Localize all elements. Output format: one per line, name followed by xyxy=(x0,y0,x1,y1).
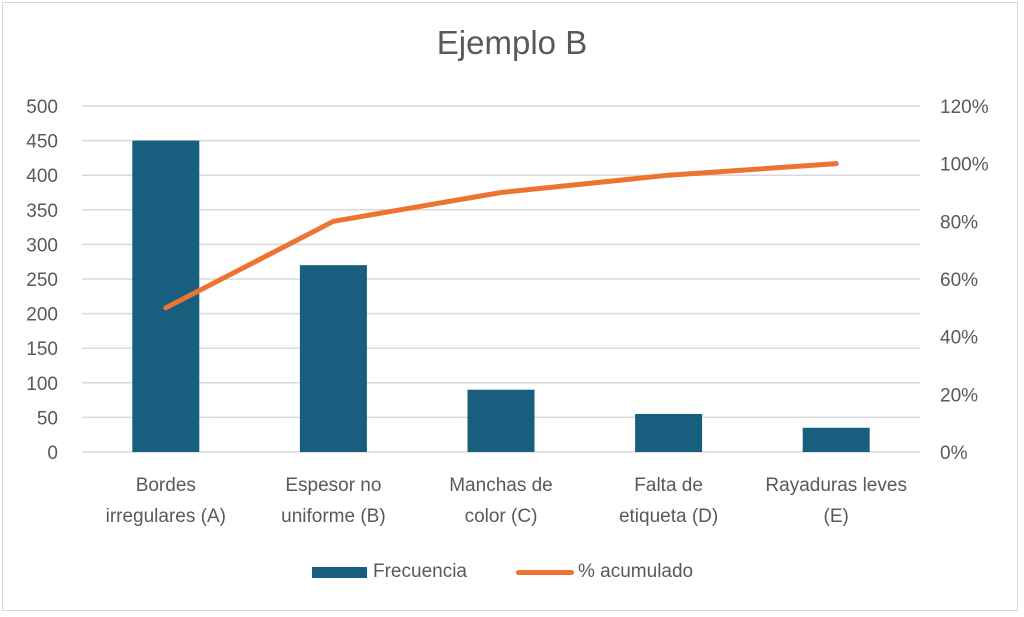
left-axis-tick: 50 xyxy=(37,408,58,429)
chart-legend: Frecuencia % acumulado xyxy=(0,558,1024,586)
right-axis-tick: 120% xyxy=(940,97,989,118)
right-axis-tick: 60% xyxy=(940,270,978,291)
bar-frecuencia[interactable] xyxy=(802,427,870,452)
left-axis-tick: 300 xyxy=(26,235,58,256)
left-axis-tick: 450 xyxy=(26,132,58,153)
legend-label-acumulado: % acumulado xyxy=(578,561,694,582)
category-label: Bordes xyxy=(136,475,196,496)
category-label: irregulares (A) xyxy=(106,506,226,527)
left-axis-tick: 500 xyxy=(26,97,58,118)
bar-frecuencia[interactable] xyxy=(635,413,703,452)
left-axis-tick: 0 xyxy=(47,443,58,464)
category-label: uniforme (B) xyxy=(281,506,386,527)
category-label: Rayaduras leves xyxy=(765,475,907,496)
chart-title: Ejemplo B xyxy=(436,24,588,61)
category-label: Manchas de xyxy=(449,475,553,496)
legend-item-acumulado[interactable]: % acumulado xyxy=(516,558,693,586)
category-label: Espesor no xyxy=(285,475,381,496)
legend-label-frecuencia: Frecuencia xyxy=(373,561,467,582)
right-axis-tick: 40% xyxy=(940,328,978,349)
left-axis-tick: 150 xyxy=(26,339,58,360)
category-label: etiqueta (D) xyxy=(619,506,718,527)
legend-item-frecuencia[interactable]: Frecuencia xyxy=(312,558,467,586)
right-axis-tick: 0% xyxy=(940,443,968,464)
left-axis-tick: 200 xyxy=(26,305,58,326)
bar-swatch-icon xyxy=(312,566,367,578)
line-swatch-icon xyxy=(516,569,574,575)
left-axis-tick: 100 xyxy=(26,374,58,395)
right-axis-tick: 20% xyxy=(940,385,978,406)
bar-frecuencia[interactable] xyxy=(467,389,535,452)
right-axis-tick: 100% xyxy=(940,155,989,176)
bar-frecuencia[interactable] xyxy=(299,265,367,452)
left-axis-tick: 400 xyxy=(26,166,58,187)
category-label: Falta de xyxy=(634,475,703,496)
category-label: color (C) xyxy=(465,506,538,527)
category-label: (E) xyxy=(824,506,849,527)
line-acumulado[interactable] xyxy=(163,161,839,311)
right-axis-tick: 80% xyxy=(940,212,978,233)
left-axis-tick: 350 xyxy=(26,201,58,222)
left-axis-tick: 250 xyxy=(26,270,58,291)
